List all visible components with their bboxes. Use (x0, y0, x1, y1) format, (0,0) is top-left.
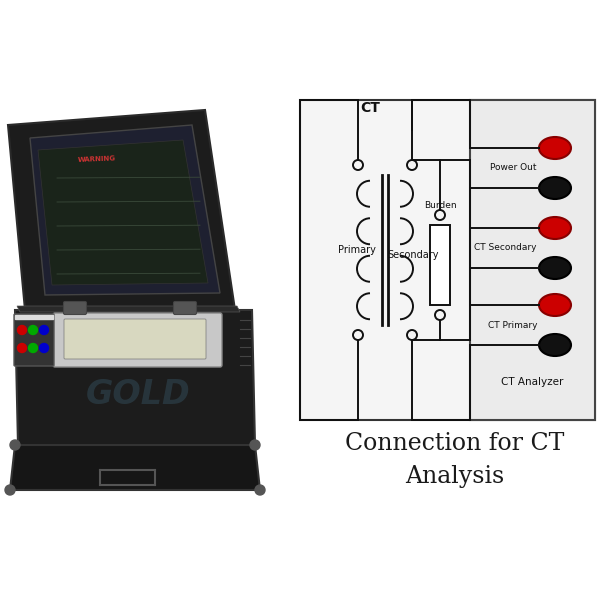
FancyBboxPatch shape (14, 314, 54, 366)
Text: CT Primary: CT Primary (487, 320, 537, 329)
FancyBboxPatch shape (64, 301, 86, 314)
Circle shape (40, 325, 49, 335)
Circle shape (255, 485, 265, 495)
Ellipse shape (539, 294, 571, 316)
Text: Secondary: Secondary (387, 250, 439, 260)
FancyBboxPatch shape (64, 319, 206, 359)
Polygon shape (17, 306, 240, 312)
Text: GOLD: GOLD (86, 379, 190, 412)
Circle shape (17, 325, 26, 335)
FancyBboxPatch shape (53, 313, 222, 367)
Circle shape (10, 440, 20, 450)
Ellipse shape (539, 217, 571, 239)
Text: WARNING: WARNING (78, 155, 116, 163)
Ellipse shape (539, 137, 571, 159)
Text: CT Analyzer: CT Analyzer (502, 377, 563, 387)
Text: Connection for CT: Connection for CT (346, 432, 565, 455)
Text: CT: CT (360, 101, 380, 115)
Text: Burden: Burden (424, 201, 457, 210)
Bar (15, 315, 53, 319)
Bar (470, 100, 595, 420)
Polygon shape (38, 140, 208, 285)
Circle shape (17, 343, 26, 352)
Text: Analysis: Analysis (406, 465, 505, 488)
Polygon shape (10, 445, 260, 490)
Polygon shape (8, 110, 235, 310)
Polygon shape (30, 125, 220, 295)
Circle shape (29, 343, 37, 352)
Ellipse shape (539, 334, 571, 356)
Polygon shape (15, 310, 255, 445)
Circle shape (5, 485, 15, 495)
Text: CT Secondary: CT Secondary (475, 244, 537, 253)
Ellipse shape (539, 257, 571, 279)
FancyBboxPatch shape (173, 301, 197, 314)
Text: Primary: Primary (338, 245, 376, 255)
Circle shape (250, 440, 260, 450)
Bar (300, 100, 595, 420)
Bar (430, 225, 450, 305)
Circle shape (40, 343, 49, 352)
Circle shape (29, 325, 37, 335)
Text: Power Out: Power Out (491, 163, 537, 173)
Ellipse shape (539, 177, 571, 199)
